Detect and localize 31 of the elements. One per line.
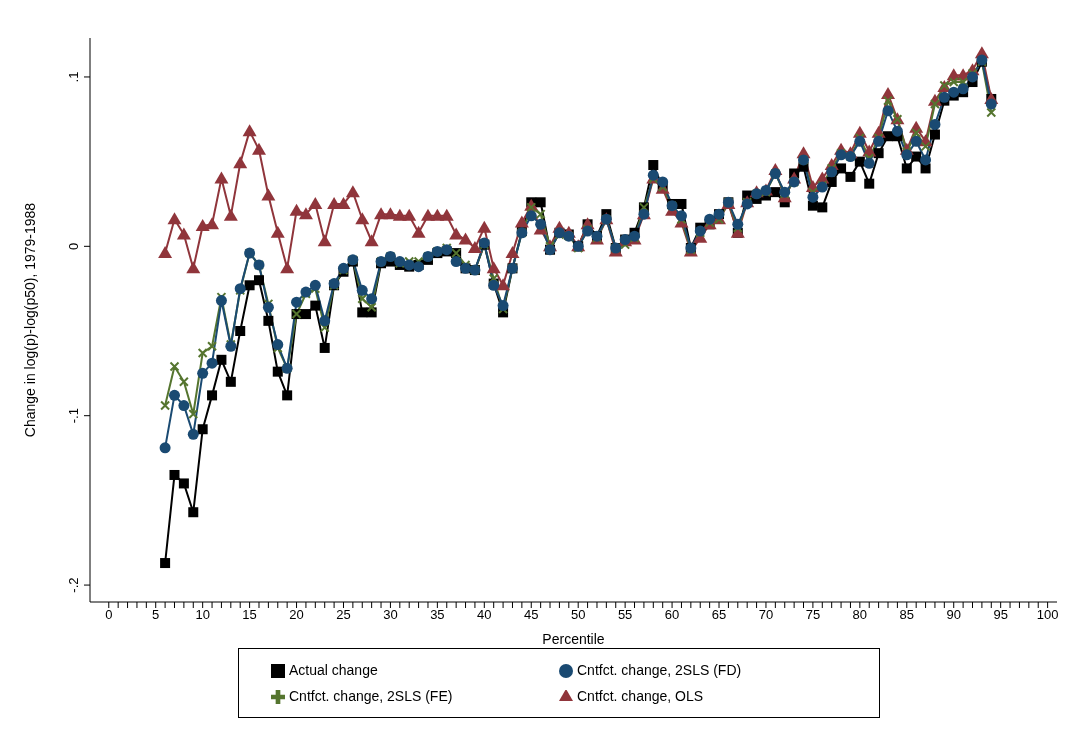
x-tick-label: 40 bbox=[477, 607, 492, 623]
x-tick-label: 25 bbox=[336, 607, 351, 623]
x-tick-label: 10 bbox=[195, 607, 210, 623]
legend-label: Cntfct. change, OLS bbox=[577, 687, 705, 706]
x-tick-label: 55 bbox=[617, 607, 633, 623]
x-tick-label: 65 bbox=[711, 607, 727, 623]
x-tick-label: 85 bbox=[899, 607, 915, 623]
y-tick-label: .1 bbox=[66, 71, 81, 83]
x-tick-label: 15 bbox=[242, 607, 257, 623]
x-tick-label: 70 bbox=[758, 607, 774, 623]
y-tick-label: 0 bbox=[66, 242, 81, 250]
y-tick-label: -.2 bbox=[66, 577, 81, 593]
x-tick-label: 75 bbox=[805, 607, 821, 623]
x-tick-label: 35 bbox=[430, 607, 445, 623]
x-tick-label: 80 bbox=[852, 607, 868, 623]
x-tick-label: 50 bbox=[570, 607, 586, 623]
legend-label: Cntfct. change, 2SLS (FD) bbox=[577, 661, 743, 680]
x-tick-label: 100 bbox=[1036, 607, 1059, 623]
x-tick-label: 30 bbox=[383, 607, 398, 623]
x-tick-label: 45 bbox=[524, 607, 539, 623]
x-tick-label: 95 bbox=[993, 607, 1008, 623]
y-tick-label: -.1 bbox=[66, 408, 81, 424]
x-axis-title: Percentile bbox=[542, 631, 605, 647]
legend-label: Actual change bbox=[289, 661, 379, 680]
legend-label: Cntfct. change, 2SLS (FE) bbox=[289, 687, 454, 706]
x-tick-label: 90 bbox=[946, 607, 961, 623]
x-tick-label: 5 bbox=[152, 607, 160, 623]
x-tick-label: 60 bbox=[664, 607, 680, 623]
x-tick-label: 20 bbox=[289, 607, 304, 623]
x-tick-label: 0 bbox=[105, 607, 113, 623]
y-axis-title: Change in log(p)-log(p50), 1979-1988 bbox=[21, 202, 38, 438]
